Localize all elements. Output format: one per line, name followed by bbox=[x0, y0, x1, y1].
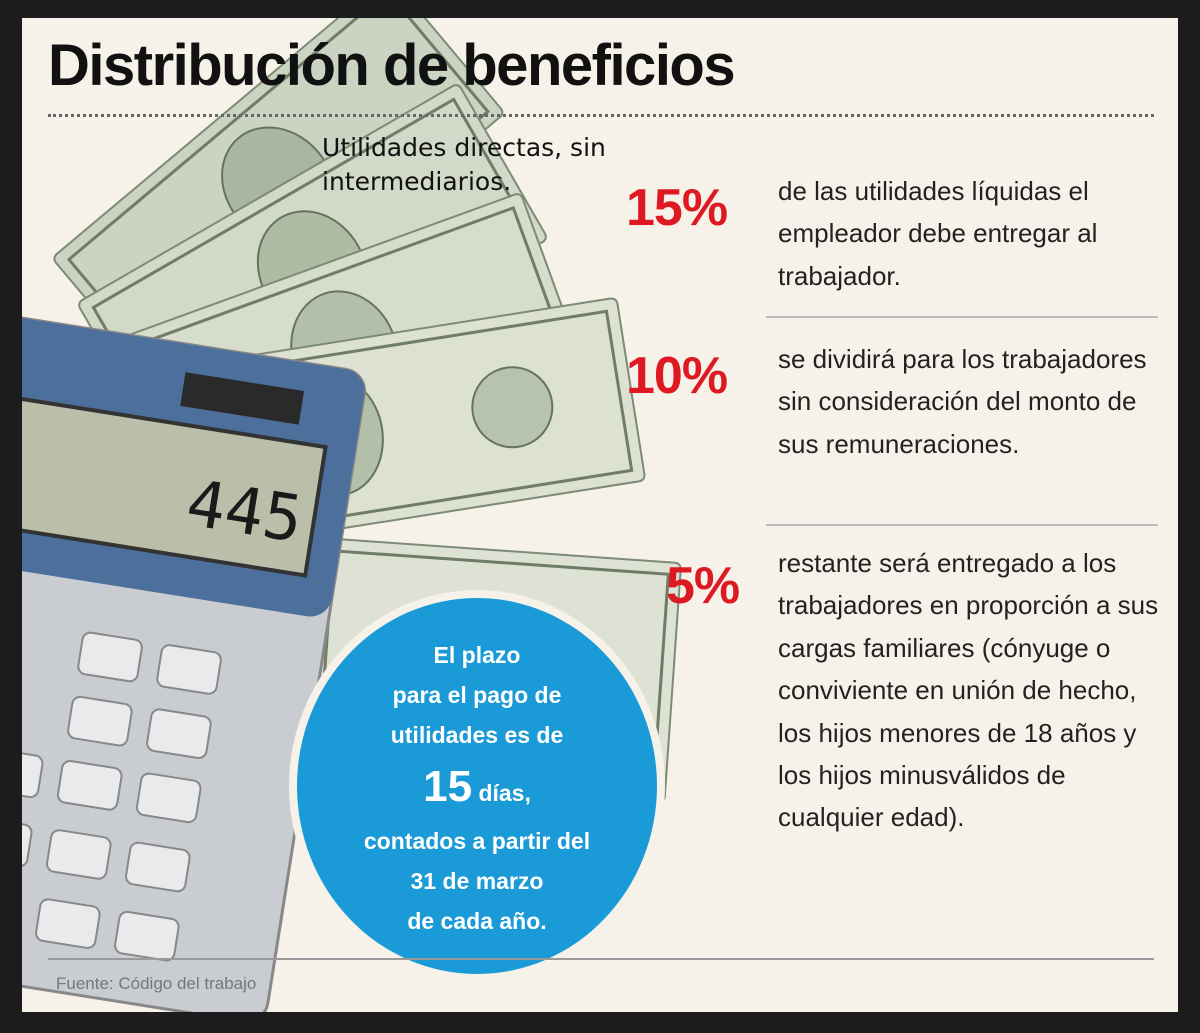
percent-15: 15% bbox=[626, 179, 728, 237]
source-note: Fuente: Código del trabajo bbox=[56, 974, 257, 993]
title-divider bbox=[48, 114, 1154, 117]
deadline-line-7: de cada año. bbox=[407, 908, 547, 934]
percent-10-description: se dividirá para los trabajadores sin co… bbox=[778, 344, 1147, 459]
infographic-title: Distribución de beneficios bbox=[48, 33, 736, 98]
deadline-line-3: utilidades es de bbox=[390, 722, 564, 748]
deadline-line-1: El plazo bbox=[433, 642, 521, 668]
deadline-line-2: para el pago de bbox=[392, 682, 562, 708]
percent-15-description: de las utilidades líquidas el empleador … bbox=[778, 176, 1098, 291]
deadline-days: 15 días, bbox=[297, 762, 657, 812]
footer-divider bbox=[48, 958, 1154, 960]
calculator-display: 445 bbox=[181, 467, 307, 558]
calculator: 445 bbox=[22, 313, 367, 1012]
percent-10: 10% bbox=[626, 347, 728, 405]
deadline-days-word: días, bbox=[478, 780, 531, 806]
deadline-bubble: El plazo para el pago de utilidades es d… bbox=[297, 598, 657, 974]
deadline-days-number: 15 bbox=[423, 762, 473, 811]
section-divider bbox=[766, 316, 1158, 318]
subtitle: Utilidades directas, sin intermediarios. bbox=[322, 133, 606, 196]
deadline-line-6: 31 de marzo bbox=[410, 868, 544, 894]
infographic: 445 Distribución de beneficios Utilidade… bbox=[22, 18, 1178, 1012]
percent-5: 5% bbox=[666, 557, 740, 615]
percent-5-description: restante será entregado a los trabajador… bbox=[778, 548, 1159, 833]
section-divider bbox=[766, 524, 1158, 526]
deadline-line-5: contados a partir del bbox=[363, 828, 591, 854]
